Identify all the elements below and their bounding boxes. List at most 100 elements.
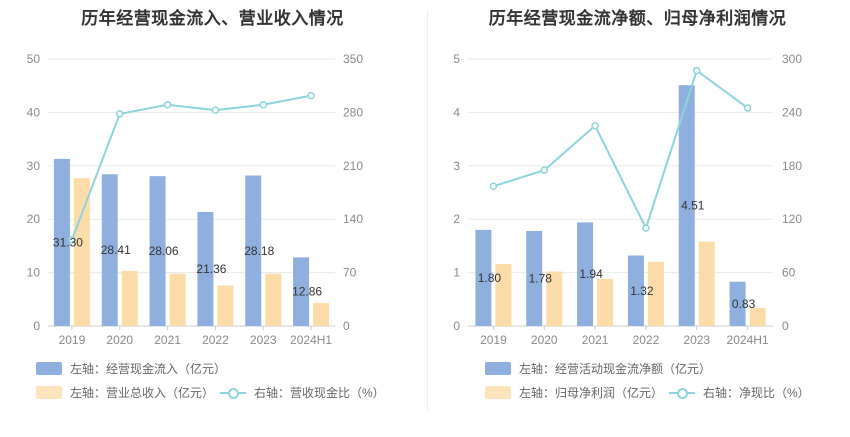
bar-blue [678, 85, 695, 326]
bar-orange [217, 285, 234, 326]
legend-swatch-blue [485, 362, 511, 375]
ratio-line-point [591, 122, 599, 130]
left-axis-tick-label: 0 [33, 319, 40, 333]
legend-item-bar-2[interactable]: 左轴：营业总收入（亿元） [36, 384, 214, 401]
x-axis-tick-label: 2023 [250, 333, 277, 347]
bar-data-label: 31.30 [53, 235, 83, 249]
bar-blue [577, 222, 594, 326]
bar-orange [169, 273, 186, 326]
chart-title: 历年经营现金流净额、归母净利润情况 [488, 9, 787, 28]
bar-orange [73, 178, 90, 326]
right-axis-tick-label: 140 [343, 212, 363, 226]
right-axis-tick-label: 120 [782, 212, 802, 226]
legend-item-line[interactable]: 右轴：营收现金比（%） [220, 384, 385, 401]
bar-data-label: 1.94 [579, 267, 603, 281]
left-axis-tick-label: 2 [453, 212, 460, 226]
legend-swatch-orange [485, 386, 511, 399]
x-axis-tick-label: 2023 [683, 333, 710, 347]
ratio-line-point [307, 91, 315, 100]
bar-orange [265, 273, 282, 326]
bar-blue [627, 255, 644, 326]
left-axis-tick-label: 50 [27, 52, 41, 66]
left-axis-tick-label: 10 [27, 266, 41, 280]
legend-swatch-orange [36, 386, 62, 399]
left-axis-tick-label: 20 [27, 212, 41, 226]
x-axis-tick-label: 2022 [202, 333, 229, 347]
bar-blue [149, 176, 166, 326]
chart-title: 历年经营现金流入、营业收入情况 [81, 9, 344, 28]
ratio-line-point [489, 182, 498, 191]
bar-data-label: 1.78 [529, 271, 553, 285]
x-axis-tick-label: 2019 [480, 333, 507, 347]
ratio-line [70, 94, 312, 241]
right-axis-tick-label: 0 [343, 319, 350, 333]
ratio-line-point [743, 104, 752, 112]
x-axis-tick-label: 2021 [582, 333, 609, 347]
right-axis-tick-label: 60 [782, 266, 796, 280]
x-axis-tick-label: 2020 [106, 333, 133, 347]
right-axis-tick-label: 180 [782, 159, 802, 173]
right-axis-tick-label: 300 [782, 52, 802, 66]
bar-data-label: 1.80 [478, 271, 502, 285]
bar-blue [53, 158, 70, 326]
ratio-line-point [163, 101, 172, 109]
bar-data-label: 12.86 [292, 285, 322, 299]
bar-blue [729, 281, 746, 326]
bar-blue [197, 211, 214, 326]
right-axis-tick-label: 350 [343, 52, 363, 66]
left-axis-tick-label: 4 [453, 105, 460, 119]
legend-item-bar-1[interactable]: 左轴：经营现金流入（亿元） [36, 360, 226, 377]
x-axis-tick-label: 2022 [633, 333, 660, 347]
right-axis-tick-label: 210 [343, 159, 363, 173]
bar-data-label: 0.83 [732, 297, 756, 311]
right-axis-tick-label: 240 [782, 105, 802, 119]
bar-data-label: 4.51 [681, 199, 705, 213]
legend-label: 左轴：归母净利润（亿元） [519, 386, 664, 400]
bar-orange [546, 271, 563, 326]
x-axis-tick-label: 2024H1 [727, 333, 769, 347]
bar-orange [597, 279, 614, 326]
left-axis-tick-label: 5 [453, 52, 460, 66]
x-axis-tick-label: 2019 [59, 333, 86, 347]
left-axis-tick-label: 1 [453, 266, 460, 280]
x-axis-tick-label: 2020 [531, 333, 558, 347]
chart-panel-net-cash: 历年经营现金流净额、归母净利润情况 0 1 2 3 4 5 0 60 120 180 240 300 2… [425, 0, 850, 437]
cash-inflow-chart: 0 10 20 30 40 50 0 70 140 210 280 350 2019 2020 2021 20… [27, 52, 364, 347]
ratio-line-point [259, 101, 267, 109]
legend-label: 左轴：经营活动现金流净额（亿元） [519, 362, 712, 376]
legend-label: 右轴：营收现金比（%） [254, 386, 385, 400]
right-axis-tick-label: 70 [343, 266, 357, 280]
legend-swatch-blue [36, 362, 62, 375]
bar-orange [749, 307, 766, 326]
net-cash-chart: 0 1 2 3 4 5 0 60 120 180 240 300 2019 2020 2021 2022 202… [453, 52, 802, 347]
legend-item-bar-2[interactable]: 左轴：归母净利润（亿元） [485, 384, 663, 401]
bar-blue [475, 229, 492, 326]
bar-data-label: 1.32 [630, 284, 654, 298]
chart-panel-cash-inflow: 历年经营现金流入、营业收入情况 0 10 20 30 40 50 0 70 140 210 280 3… [27, 9, 385, 401]
ratio-line-point [642, 224, 650, 232]
bar-orange [698, 241, 715, 326]
bar-data-label: 28.41 [101, 243, 131, 257]
left-axis-tick-label: 30 [27, 159, 41, 173]
ratio-line-point [540, 166, 548, 174]
ratio-line-point [211, 106, 220, 114]
legend-item-bar-1[interactable]: 左轴：经营活动现金流净额（亿元） [485, 360, 711, 377]
legend-line-marker-icon [220, 386, 246, 399]
legend-label: 左轴：经营现金流入（亿元） [70, 362, 227, 376]
bar-orange [495, 264, 512, 326]
bar-data-label: 28.06 [149, 244, 179, 258]
bar-blue [526, 230, 543, 326]
panel-divider [427, 10, 428, 410]
bar-data-label: 28.18 [244, 244, 274, 258]
bar-orange [647, 261, 664, 326]
left-axis-tick-label: 40 [27, 105, 41, 119]
bar-data-label: 21.36 [196, 262, 226, 276]
ratio-line [493, 68, 749, 231]
legend-item-line[interactable]: 右轴：净现比（%） [669, 384, 810, 401]
bar-blue [293, 257, 310, 326]
bar-orange [121, 270, 138, 326]
right-axis-tick-label: 0 [782, 319, 789, 333]
legend-label: 右轴：净现比（%） [703, 386, 810, 400]
bar-orange [313, 303, 330, 326]
left-axis-tick-label: 0 [453, 319, 460, 333]
